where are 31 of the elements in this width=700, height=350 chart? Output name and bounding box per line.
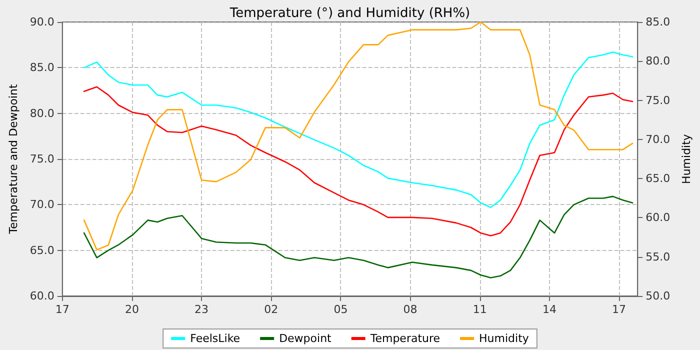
- x-tick-label: 05: [334, 303, 348, 316]
- x-tick-label: 11: [472, 303, 487, 316]
- y-tick-label: 65.0: [30, 244, 54, 257]
- y2-tick-label: 80.0: [646, 54, 670, 68]
- y2-tick-label: 75.0: [646, 94, 670, 107]
- y-tick-label: 60.0: [30, 290, 54, 302]
- legend-label: Dewpoint: [279, 332, 332, 345]
- y2-tick-label: 50.0: [646, 290, 670, 302]
- y2-tick-label: 70.0: [646, 132, 670, 146]
- x-tick-label: 02: [264, 303, 278, 316]
- legend-label: FeelsLike: [190, 332, 240, 345]
- x-tick-label: 08: [403, 303, 418, 316]
- legend-label: Humidity: [479, 332, 530, 345]
- x-tick-label: 17: [55, 303, 70, 316]
- x-tick-label: 23: [194, 303, 209, 316]
- x-tick-label: 14: [542, 303, 556, 316]
- x-tick-label: 20: [124, 303, 139, 316]
- y2-tick-label: 55.0: [646, 250, 670, 264]
- y-tick-label: 70.0: [30, 198, 54, 212]
- y-tick-label: 90.0: [30, 16, 54, 28]
- chart-title: Temperature (°) and Humidity (RH%): [228, 6, 470, 21]
- y-tick-label: 85.0: [30, 61, 54, 74]
- y-tick-label: 75.0: [30, 152, 54, 166]
- y2-tick-label: 85.0: [646, 16, 670, 28]
- legend-label: Temperature: [369, 332, 440, 345]
- y2-axis-title: Humidity: [680, 134, 693, 184]
- y2-tick-label: 60.0: [646, 211, 670, 224]
- y2-tick-label: 65.0: [646, 172, 670, 186]
- y-tick-label: 80.0: [30, 106, 54, 120]
- x-tick-label: 17: [612, 303, 626, 316]
- y-axis-title: Temperature and Dewpoint: [7, 83, 20, 235]
